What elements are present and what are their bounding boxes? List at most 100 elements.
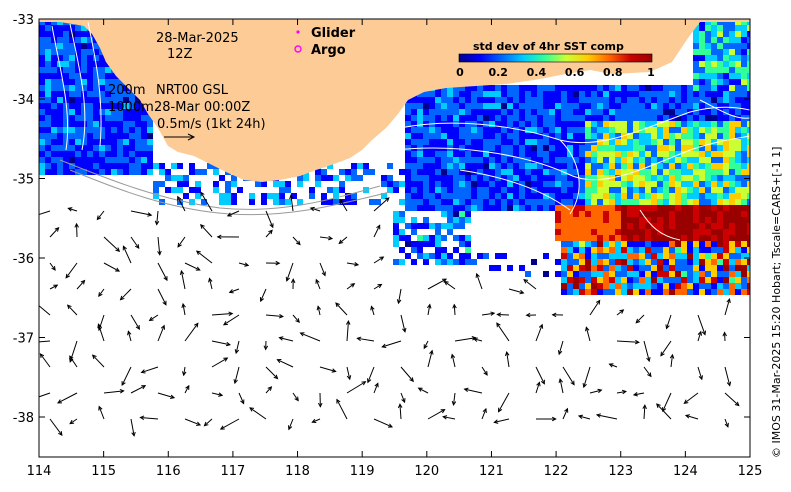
sst-pixel bbox=[459, 145, 465, 151]
sst-pixel bbox=[717, 235, 723, 241]
sst-pixel bbox=[615, 139, 621, 145]
sst-pixel bbox=[561, 229, 567, 235]
sst-pixel bbox=[417, 133, 423, 139]
sst-pixel bbox=[531, 205, 537, 211]
sst-pixel bbox=[519, 181, 525, 187]
sst-pixel bbox=[561, 277, 567, 283]
sst-pixel bbox=[111, 91, 117, 97]
sst-pixel bbox=[615, 133, 621, 139]
sst-pixel bbox=[525, 199, 531, 205]
sst-pixel bbox=[747, 25, 750, 31]
sst-pixel bbox=[45, 133, 51, 139]
sst-pixel bbox=[633, 283, 639, 289]
sst-pixel bbox=[693, 151, 699, 157]
sst-pixel bbox=[657, 205, 663, 211]
sst-pixel bbox=[441, 253, 447, 259]
sst-pixel bbox=[747, 181, 750, 187]
sst-pixel bbox=[705, 199, 711, 205]
sst-pixel bbox=[561, 181, 567, 187]
sst-pixel bbox=[435, 205, 441, 211]
sst-pixel bbox=[741, 157, 747, 163]
sst-pixel bbox=[471, 127, 477, 133]
sst-pixel bbox=[693, 247, 699, 253]
sst-pixel bbox=[141, 109, 147, 115]
sst-pixel bbox=[159, 169, 165, 175]
sst-pixel bbox=[705, 271, 711, 277]
sst-pixel bbox=[639, 187, 645, 193]
sst-pixel bbox=[645, 229, 651, 235]
sst-pixel bbox=[513, 199, 519, 205]
sst-pixel bbox=[645, 247, 651, 253]
sst-pixel bbox=[75, 25, 81, 31]
sst-pixel bbox=[741, 139, 747, 145]
y-tick-label: -38 bbox=[13, 411, 34, 426]
sst-pixel bbox=[459, 187, 465, 193]
sst-pixel bbox=[51, 121, 57, 127]
sst-pixel bbox=[81, 37, 87, 43]
sst-pixel bbox=[423, 205, 429, 211]
current-arrow bbox=[616, 339, 640, 345]
sst-pixel bbox=[273, 181, 279, 187]
sst-pixel bbox=[141, 163, 147, 169]
sst-pixel bbox=[651, 247, 657, 253]
sst-pixel bbox=[69, 61, 75, 67]
sst-pixel bbox=[93, 55, 99, 61]
sst-pixel bbox=[717, 115, 723, 121]
sst-pixel bbox=[477, 109, 483, 115]
sst-pixel bbox=[69, 115, 75, 121]
sst-pixel bbox=[609, 145, 615, 151]
sst-pixel bbox=[129, 127, 135, 133]
current-arrow bbox=[498, 392, 510, 413]
colorbar: std dev of 4hr SST comp 0 0.2 0.4 0.6 0.8 1 bbox=[456, 40, 655, 79]
sst-pixel bbox=[603, 247, 609, 253]
sst-pixel bbox=[639, 223, 645, 229]
sst-pixel bbox=[747, 253, 750, 259]
sst-pixel bbox=[747, 103, 750, 109]
sst-pixel bbox=[531, 199, 537, 205]
sst-pixel bbox=[549, 205, 555, 211]
sst-pixel bbox=[609, 259, 615, 265]
sst-pixel bbox=[645, 289, 651, 295]
sst-pixel bbox=[669, 193, 675, 199]
sst-pixel bbox=[639, 109, 645, 115]
sst-pixel bbox=[417, 163, 423, 169]
sst-pixel bbox=[633, 271, 639, 277]
sst-pixel bbox=[597, 157, 603, 163]
x-tick-label: 118 bbox=[285, 464, 310, 479]
sst-pixel bbox=[477, 127, 483, 133]
sst-pixel bbox=[585, 289, 591, 295]
sst-pixel bbox=[567, 169, 573, 175]
sst-pixel bbox=[705, 37, 711, 43]
sst-pixel bbox=[345, 169, 351, 175]
sst-pixel bbox=[105, 97, 111, 103]
current-arrow bbox=[381, 340, 402, 349]
sst-pixel bbox=[105, 121, 111, 127]
current-arrow bbox=[49, 262, 56, 271]
sst-pixel bbox=[657, 193, 663, 199]
sst-pixel bbox=[747, 127, 750, 133]
sst-pixel bbox=[111, 133, 117, 139]
sst-pixel bbox=[393, 259, 399, 265]
sst-pixel bbox=[609, 223, 615, 229]
sst-pixel bbox=[75, 43, 81, 49]
current-arrow bbox=[39, 353, 51, 368]
sst-pixel bbox=[705, 283, 711, 289]
current-arrow bbox=[535, 416, 557, 422]
current-arrow bbox=[356, 336, 375, 342]
sst-pixel bbox=[453, 181, 459, 187]
sst-pixel bbox=[645, 163, 651, 169]
sst-pixel bbox=[129, 133, 135, 139]
sst-pixel bbox=[579, 85, 585, 91]
sst-pixel bbox=[417, 157, 423, 163]
sst-pixel bbox=[675, 121, 681, 127]
sst-pixel bbox=[147, 163, 153, 169]
sst-pixel bbox=[471, 109, 477, 115]
sst-pixel bbox=[615, 127, 621, 133]
sst-pixel bbox=[435, 133, 441, 139]
sst-pixel bbox=[573, 253, 579, 259]
sst-pixel bbox=[603, 151, 609, 157]
sst-pixel bbox=[717, 223, 723, 229]
sst-pixel bbox=[327, 163, 333, 169]
sst-pixel bbox=[657, 127, 663, 133]
sst-pixel bbox=[567, 289, 573, 295]
